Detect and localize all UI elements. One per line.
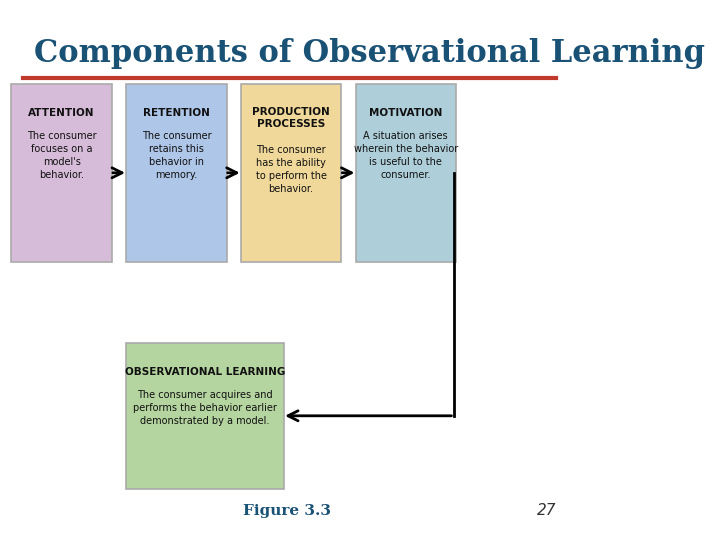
Text: ATTENTION: ATTENTION	[28, 108, 95, 118]
Text: Components of Observational Learning: Components of Observational Learning	[35, 38, 706, 69]
Text: Figure 3.3: Figure 3.3	[243, 504, 330, 518]
Text: MOTIVATION: MOTIVATION	[369, 108, 443, 118]
FancyBboxPatch shape	[241, 84, 341, 262]
Text: PRODUCTION
PROCESSES: PRODUCTION PROCESSES	[252, 107, 330, 129]
Text: OBSERVATIONAL LEARNING: OBSERVATIONAL LEARNING	[125, 367, 285, 377]
Text: 27: 27	[537, 503, 557, 518]
FancyBboxPatch shape	[126, 84, 227, 262]
Text: RETENTION: RETENTION	[143, 108, 210, 118]
Text: The consumer
has the ability
to perform the
behavior.: The consumer has the ability to perform …	[256, 145, 327, 194]
Text: The consumer
focuses on a
model's
behavior.: The consumer focuses on a model's behavi…	[27, 131, 96, 180]
FancyBboxPatch shape	[12, 84, 112, 262]
FancyBboxPatch shape	[356, 84, 456, 262]
FancyBboxPatch shape	[126, 343, 284, 489]
Text: The consumer acquires and
performs the behavior earlier
demonstrated by a model.: The consumer acquires and performs the b…	[133, 390, 277, 426]
Text: A situation arises
wherein the behavior
is useful to the
consumer.: A situation arises wherein the behavior …	[354, 131, 458, 180]
Text: The consumer
retains this
behavior in
memory.: The consumer retains this behavior in me…	[142, 131, 211, 180]
